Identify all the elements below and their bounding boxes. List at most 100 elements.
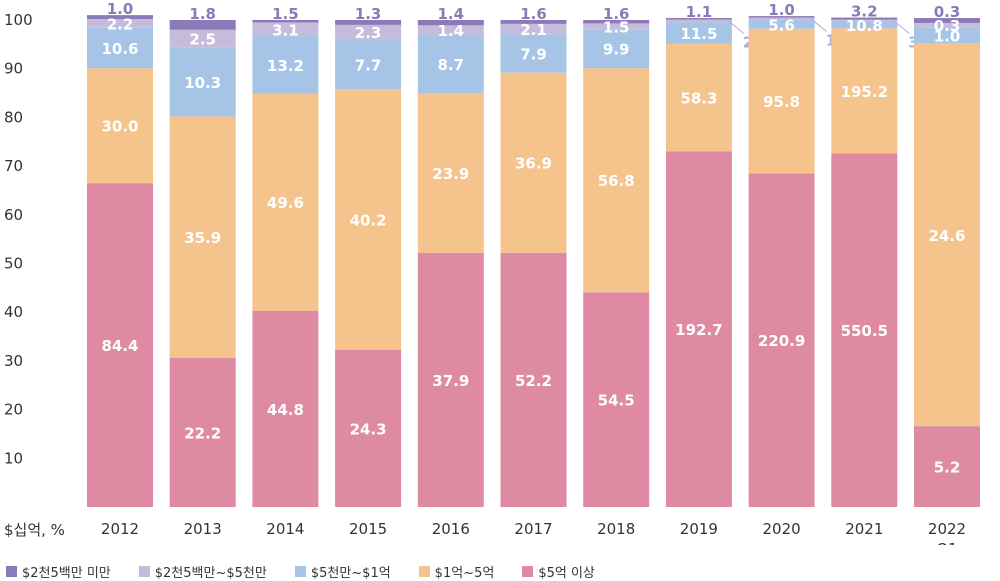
y-tick-label: 50 bbox=[4, 255, 23, 273]
data-label: 9.9 bbox=[603, 41, 630, 59]
x-tick-label: 2021 bbox=[845, 520, 883, 538]
bar-segment bbox=[748, 20, 815, 29]
legend-swatch bbox=[294, 565, 306, 577]
bar-segment bbox=[831, 153, 898, 508]
data-label: 24.3 bbox=[350, 420, 387, 438]
data-label: 192.7 bbox=[675, 321, 722, 339]
bar-segment bbox=[87, 183, 153, 507]
x-tick-label: 2020 bbox=[763, 520, 801, 538]
axis-unit-label: $십억, % bbox=[4, 521, 65, 539]
bar-segment bbox=[748, 17, 815, 20]
data-label: 0.3 bbox=[934, 3, 961, 21]
legend-swatch bbox=[522, 565, 534, 577]
bar-segment bbox=[665, 22, 732, 44]
data-label: 2.5 bbox=[189, 31, 216, 49]
legend-item: $2천5백만~$5천만 bbox=[138, 562, 267, 581]
y-tick-label: 70 bbox=[4, 157, 23, 175]
stacked-bar-chart: 10 20 30 40 50 60 70 80 90 100 $십억, % 84.4 30.0 10.6 2… bbox=[4, 0, 980, 545]
data-label: 13.2 bbox=[267, 57, 304, 75]
data-label: 95.8 bbox=[763, 93, 800, 111]
data-label: 1.4 bbox=[438, 22, 465, 40]
data-label: 1.1 bbox=[686, 3, 713, 21]
bar-segment bbox=[417, 20, 484, 26]
bar-segment bbox=[831, 28, 898, 154]
bar-segment bbox=[914, 426, 980, 507]
legend-item: $2천5백만 미만 bbox=[6, 562, 111, 581]
data-label: 5.6 bbox=[768, 16, 795, 34]
data-label: 2.1 bbox=[520, 21, 547, 39]
bar-segment bbox=[417, 93, 484, 253]
data-label: 11.5 bbox=[680, 25, 717, 43]
bar-segment bbox=[583, 23, 650, 30]
data-label: 195.2 bbox=[841, 83, 888, 101]
y-tick-label: 90 bbox=[4, 60, 23, 78]
bar-segment bbox=[252, 20, 319, 23]
bar-segment bbox=[335, 39, 402, 90]
data-label: 220.9 bbox=[758, 332, 805, 350]
data-label: 52.2 bbox=[515, 372, 552, 390]
legend-label: $5억 이상 bbox=[538, 565, 595, 581]
bar-segment bbox=[665, 151, 732, 508]
data-label: 58.3 bbox=[680, 90, 717, 108]
bar-segment bbox=[169, 47, 236, 117]
data-label: 3.1 bbox=[272, 21, 299, 39]
bar-segment bbox=[914, 43, 980, 427]
bar-segment bbox=[87, 68, 153, 184]
data-label: 37.9 bbox=[432, 372, 469, 390]
data-label: 2.3 bbox=[355, 24, 382, 42]
bar-segment bbox=[583, 20, 650, 24]
callout-line bbox=[727, 20, 745, 34]
bar-segment bbox=[500, 34, 567, 73]
data-label: 7.9 bbox=[520, 45, 547, 63]
legend-item: $1억~5억 bbox=[418, 562, 495, 581]
data-label: 1.4 bbox=[438, 5, 465, 23]
data-label: 35.9 bbox=[184, 229, 221, 247]
legend-label: $2천5백만 미만 bbox=[22, 565, 111, 581]
legend-label: $5천만~$1억 bbox=[310, 565, 391, 581]
bar-segment bbox=[335, 20, 402, 25]
bar-segment bbox=[169, 116, 236, 358]
bar-segment bbox=[252, 310, 319, 507]
legend-swatch bbox=[138, 565, 150, 577]
bar-segment bbox=[748, 28, 815, 174]
bar-segment bbox=[831, 19, 898, 22]
legend-label: $1억~5억 bbox=[434, 565, 495, 581]
bar-segment bbox=[748, 173, 815, 507]
x-tick-label: 2018 bbox=[597, 520, 635, 538]
bar-segment bbox=[169, 20, 236, 30]
bar-segment bbox=[252, 36, 319, 94]
data-label: 2.2 bbox=[107, 15, 134, 33]
bar-segment bbox=[583, 29, 650, 69]
x-tick-label: 2014 bbox=[266, 520, 304, 538]
data-label: 36.9 bbox=[515, 155, 552, 173]
x-tick-label: 2016 bbox=[432, 520, 470, 538]
y-tick-label: 60 bbox=[4, 206, 23, 224]
y-tick-label: 30 bbox=[4, 352, 23, 370]
y-tick-label: 10 bbox=[4, 449, 23, 467]
legend-item: $5천만~$1억 bbox=[294, 562, 391, 581]
data-label: 56.8 bbox=[598, 172, 635, 190]
bar-segment bbox=[252, 22, 319, 37]
chart-legend: $2천5백만 미만 $2천5백만~$5천만 $5천만~$1억 $1억~5억 $5억 이상 bbox=[6, 562, 623, 581]
data-label: 1.0 bbox=[934, 27, 961, 45]
data-label: 40.2 bbox=[350, 211, 387, 229]
data-label: 30.0 bbox=[101, 118, 138, 136]
data-label: 1.6 bbox=[603, 5, 630, 23]
data-label: 24.6 bbox=[928, 227, 965, 245]
bar-segment bbox=[87, 15, 153, 20]
bar-segment bbox=[583, 68, 650, 293]
bar-segment bbox=[500, 23, 567, 35]
data-label: 3.2 bbox=[851, 3, 878, 21]
data-label: 10.8 bbox=[846, 17, 883, 35]
bar-segment bbox=[335, 89, 402, 350]
data-label: 5.2 bbox=[934, 459, 961, 477]
bar-segment bbox=[831, 17, 898, 20]
data-label: 23.9 bbox=[432, 165, 469, 183]
data-label: 1.5 bbox=[603, 18, 630, 36]
callout-line bbox=[892, 20, 910, 34]
bar-segment bbox=[252, 93, 319, 311]
bar-segment bbox=[87, 19, 153, 28]
bar-segment bbox=[417, 34, 484, 94]
data-label: 1.6 bbox=[520, 5, 547, 23]
bar-segment bbox=[87, 27, 153, 69]
